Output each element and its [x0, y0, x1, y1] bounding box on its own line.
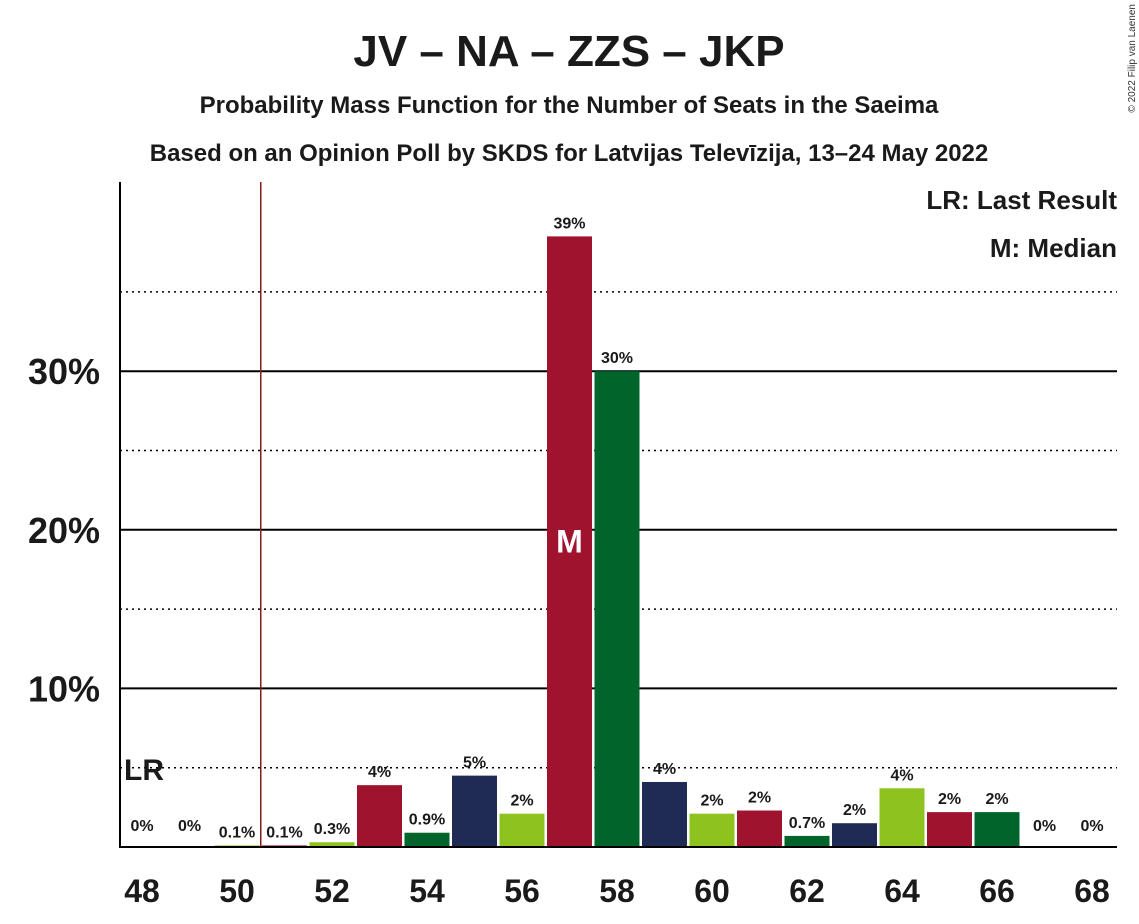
bar-seat-53: [357, 785, 402, 847]
axes: [119, 182, 1117, 848]
data-label-seat-65: 2%: [938, 791, 961, 808]
bars: [214, 236, 1020, 847]
data-label-seat-48: 0%: [130, 818, 153, 835]
data-label-seat-53: 4%: [368, 764, 391, 781]
x-tick-label: 60: [694, 873, 730, 909]
data-label-seat-59: 4%: [653, 761, 676, 778]
x-tick-label: 62: [789, 873, 825, 909]
legend-last-result: LR: Last Result: [926, 185, 1117, 215]
x-tick-label: 54: [409, 873, 445, 909]
bar-seat-60: [689, 813, 735, 847]
data-label-seat-61: 2%: [748, 790, 771, 807]
data-label-seat-60: 2%: [700, 793, 723, 810]
bar-seat-52: [309, 842, 355, 847]
bar-seat-59: [642, 781, 687, 847]
x-tick-label: 56: [504, 873, 540, 909]
x-tick-label: 48: [124, 873, 160, 909]
y-tick-label: 20%: [28, 510, 100, 551]
data-label-seat-52: 0.3%: [314, 821, 350, 838]
median-marker: M: [556, 524, 583, 560]
y-tick-label: 10%: [28, 668, 100, 709]
legend-median: M: Median: [990, 233, 1117, 263]
data-label-seat-51: 0.1%: [266, 824, 302, 841]
data-label-seat-49: 0%: [178, 818, 201, 835]
x-tick-label: 58: [599, 873, 635, 909]
x-tick-label: 66: [979, 873, 1015, 909]
data-label-seat-55: 5%: [463, 755, 486, 772]
x-axis-ticks: 48 50 52 54 56 58 60 62 64 66 68: [124, 873, 1110, 909]
x-tick-label: 50: [219, 873, 255, 909]
y-tick-label: 30%: [28, 351, 100, 392]
data-label-seat-64: 4%: [890, 767, 913, 784]
x-tick-label: 68: [1074, 873, 1110, 909]
data-label-seat-66: 2%: [985, 791, 1008, 808]
data-labels: 0% 0% 0.1% 0.1% 0.3% 4% 0.9% 5% 2% 39% M 30% 4% 2% 2% 0…: [130, 215, 1103, 841]
data-label-seat-50: 0.1%: [219, 824, 255, 841]
last-result-marker: LR: [124, 182, 262, 847]
chart-title: JV – NA – ZZS – JKP: [353, 27, 784, 76]
chart-subtitle-source: Based on an Opinion Poll by SKDS for Lat…: [150, 140, 989, 167]
bar-seat-54: [404, 832, 450, 847]
bar-seat-57: [547, 236, 592, 847]
x-tick-label: 52: [314, 873, 350, 909]
data-label-seat-56: 2%: [510, 793, 533, 810]
bar-seat-62: [784, 835, 830, 847]
x-tick-label: 64: [884, 873, 920, 909]
data-label-seat-63: 2%: [843, 802, 866, 819]
chart-subtitle: Probability Mass Function for the Number…: [200, 92, 939, 119]
y-axis-ticks: 10% 20% 30%: [28, 351, 100, 709]
bar-seat-58: [594, 371, 640, 847]
data-label-seat-58: 30%: [601, 350, 633, 367]
data-label-seat-67: 0%: [1033, 818, 1056, 835]
data-label-seat-68: 0%: [1080, 818, 1103, 835]
copyright-note: © 2022 Filip van Laenen: [1127, 4, 1138, 113]
bar-seat-65: [927, 812, 972, 847]
bar-seat-55: [452, 775, 497, 847]
bar-seat-56: [499, 813, 545, 847]
data-label-seat-62: 0.7%: [789, 815, 825, 832]
bar-seat-64: [879, 788, 925, 847]
data-label-seat-57: 39%: [553, 215, 585, 232]
bar-seat-61: [737, 810, 782, 847]
data-label-seat-54: 0.9%: [409, 812, 445, 829]
bar-seat-63: [832, 823, 877, 847]
last-result-label: LR: [124, 754, 164, 787]
bar-seat-66: [974, 812, 1020, 847]
